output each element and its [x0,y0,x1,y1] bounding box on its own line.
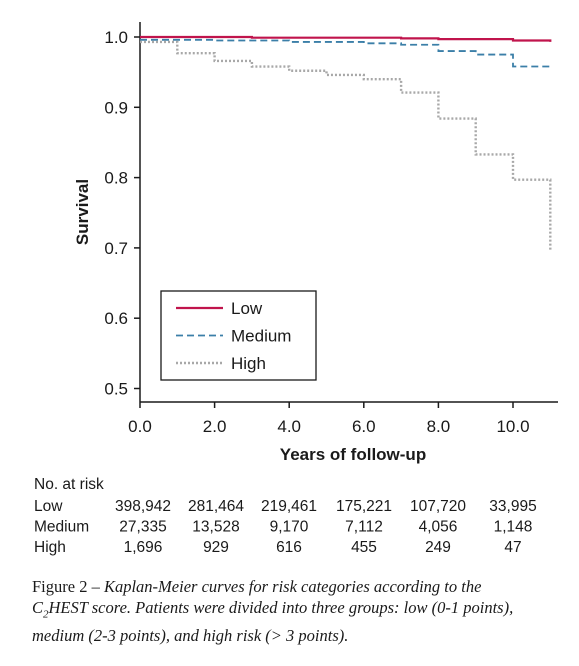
x-tick-label: 8.0 [427,417,451,436]
risk-cell: 929 [203,539,229,556]
y-tick-label: 0.9 [104,98,128,117]
risk-cell: 1,148 [494,519,533,536]
caption-part2: HEST score. Patients were divided into t… [48,598,514,617]
legend-label-medium: Medium [231,327,291,346]
y-axis-title: Survival [73,179,92,245]
legend-box [160,290,317,381]
risk-cell: 455 [351,539,377,556]
series-layer [140,35,552,251]
series-medium-line [140,38,552,68]
y-tick-label: 0.5 [104,380,128,399]
legend-label-low: Low [231,299,263,318]
km-chart: 0.5 0.6 0.7 0.8 0.9 1.0 0.0 2.0 4.0 6.0 8.0 10.0 Yea… [34,22,558,556]
y-tick-label: 1.0 [104,28,128,47]
legend: Low Medium High [160,290,317,381]
risk-cell: 33,995 [489,498,536,515]
risk-cell: 9,170 [270,519,309,536]
risk-cell: 616 [276,539,302,556]
risk-cell: 175,221 [336,498,392,515]
axes: 0.5 0.6 0.7 0.8 0.9 1.0 0.0 2.0 4.0 6.0 8.0 10.0 Yea… [73,22,558,464]
risk-cell: 281,464 [188,498,244,515]
risk-cell: 398,942 [115,498,171,515]
y-tick-label: 0.8 [104,169,128,188]
x-tick-label: 4.0 [277,417,301,436]
risk-row-label-medium: Medium [34,519,89,536]
caption-part1: Kaplan-Meier curves for risk categories … [103,577,482,596]
caption-c2: C2HEST score. Patients were divided into… [32,598,514,621]
x-tick-label: 6.0 [352,417,376,436]
risk-cell: 47 [504,539,521,556]
risk-table: No. at risk Low 398,942 281,464 219,461 175,2… [34,476,537,556]
y-tick-label: 0.6 [104,309,128,328]
risk-cell: 1,696 [124,539,163,556]
x-tick-label: 2.0 [203,417,227,436]
y-tick-label: 0.7 [104,239,128,258]
x-axis-title: Years of follow-up [280,445,426,464]
risk-cell: 249 [425,539,451,556]
risk-cell: 13,528 [192,519,239,536]
risk-cell: 219,461 [261,498,317,515]
risk-row-label-low: Low [34,498,63,515]
risk-cell: 7,112 [345,519,383,536]
risk-table-title: No. at risk [34,476,104,493]
risk-row-label-high: High [34,539,66,556]
risk-cell: 4,056 [419,519,458,536]
risk-cell: 27,335 [119,519,166,536]
caption-c2-sub: 2 [43,608,49,621]
caption-c2-c: C [32,598,44,617]
series-high-line [140,40,552,251]
series-low-line [140,35,552,42]
figure-caption: Figure 2 – Kaplan-Meier curves for risk … [32,576,572,646]
risk-cell: 107,720 [410,498,466,515]
x-tick-label: 10.0 [496,417,529,436]
legend-label-high: High [231,354,266,373]
caption-prefix: Figure 2 – [32,577,104,596]
caption-line3: medium (2-3 points), and high risk (> 3 … [32,626,349,646]
x-tick-label: 0.0 [128,417,152,436]
